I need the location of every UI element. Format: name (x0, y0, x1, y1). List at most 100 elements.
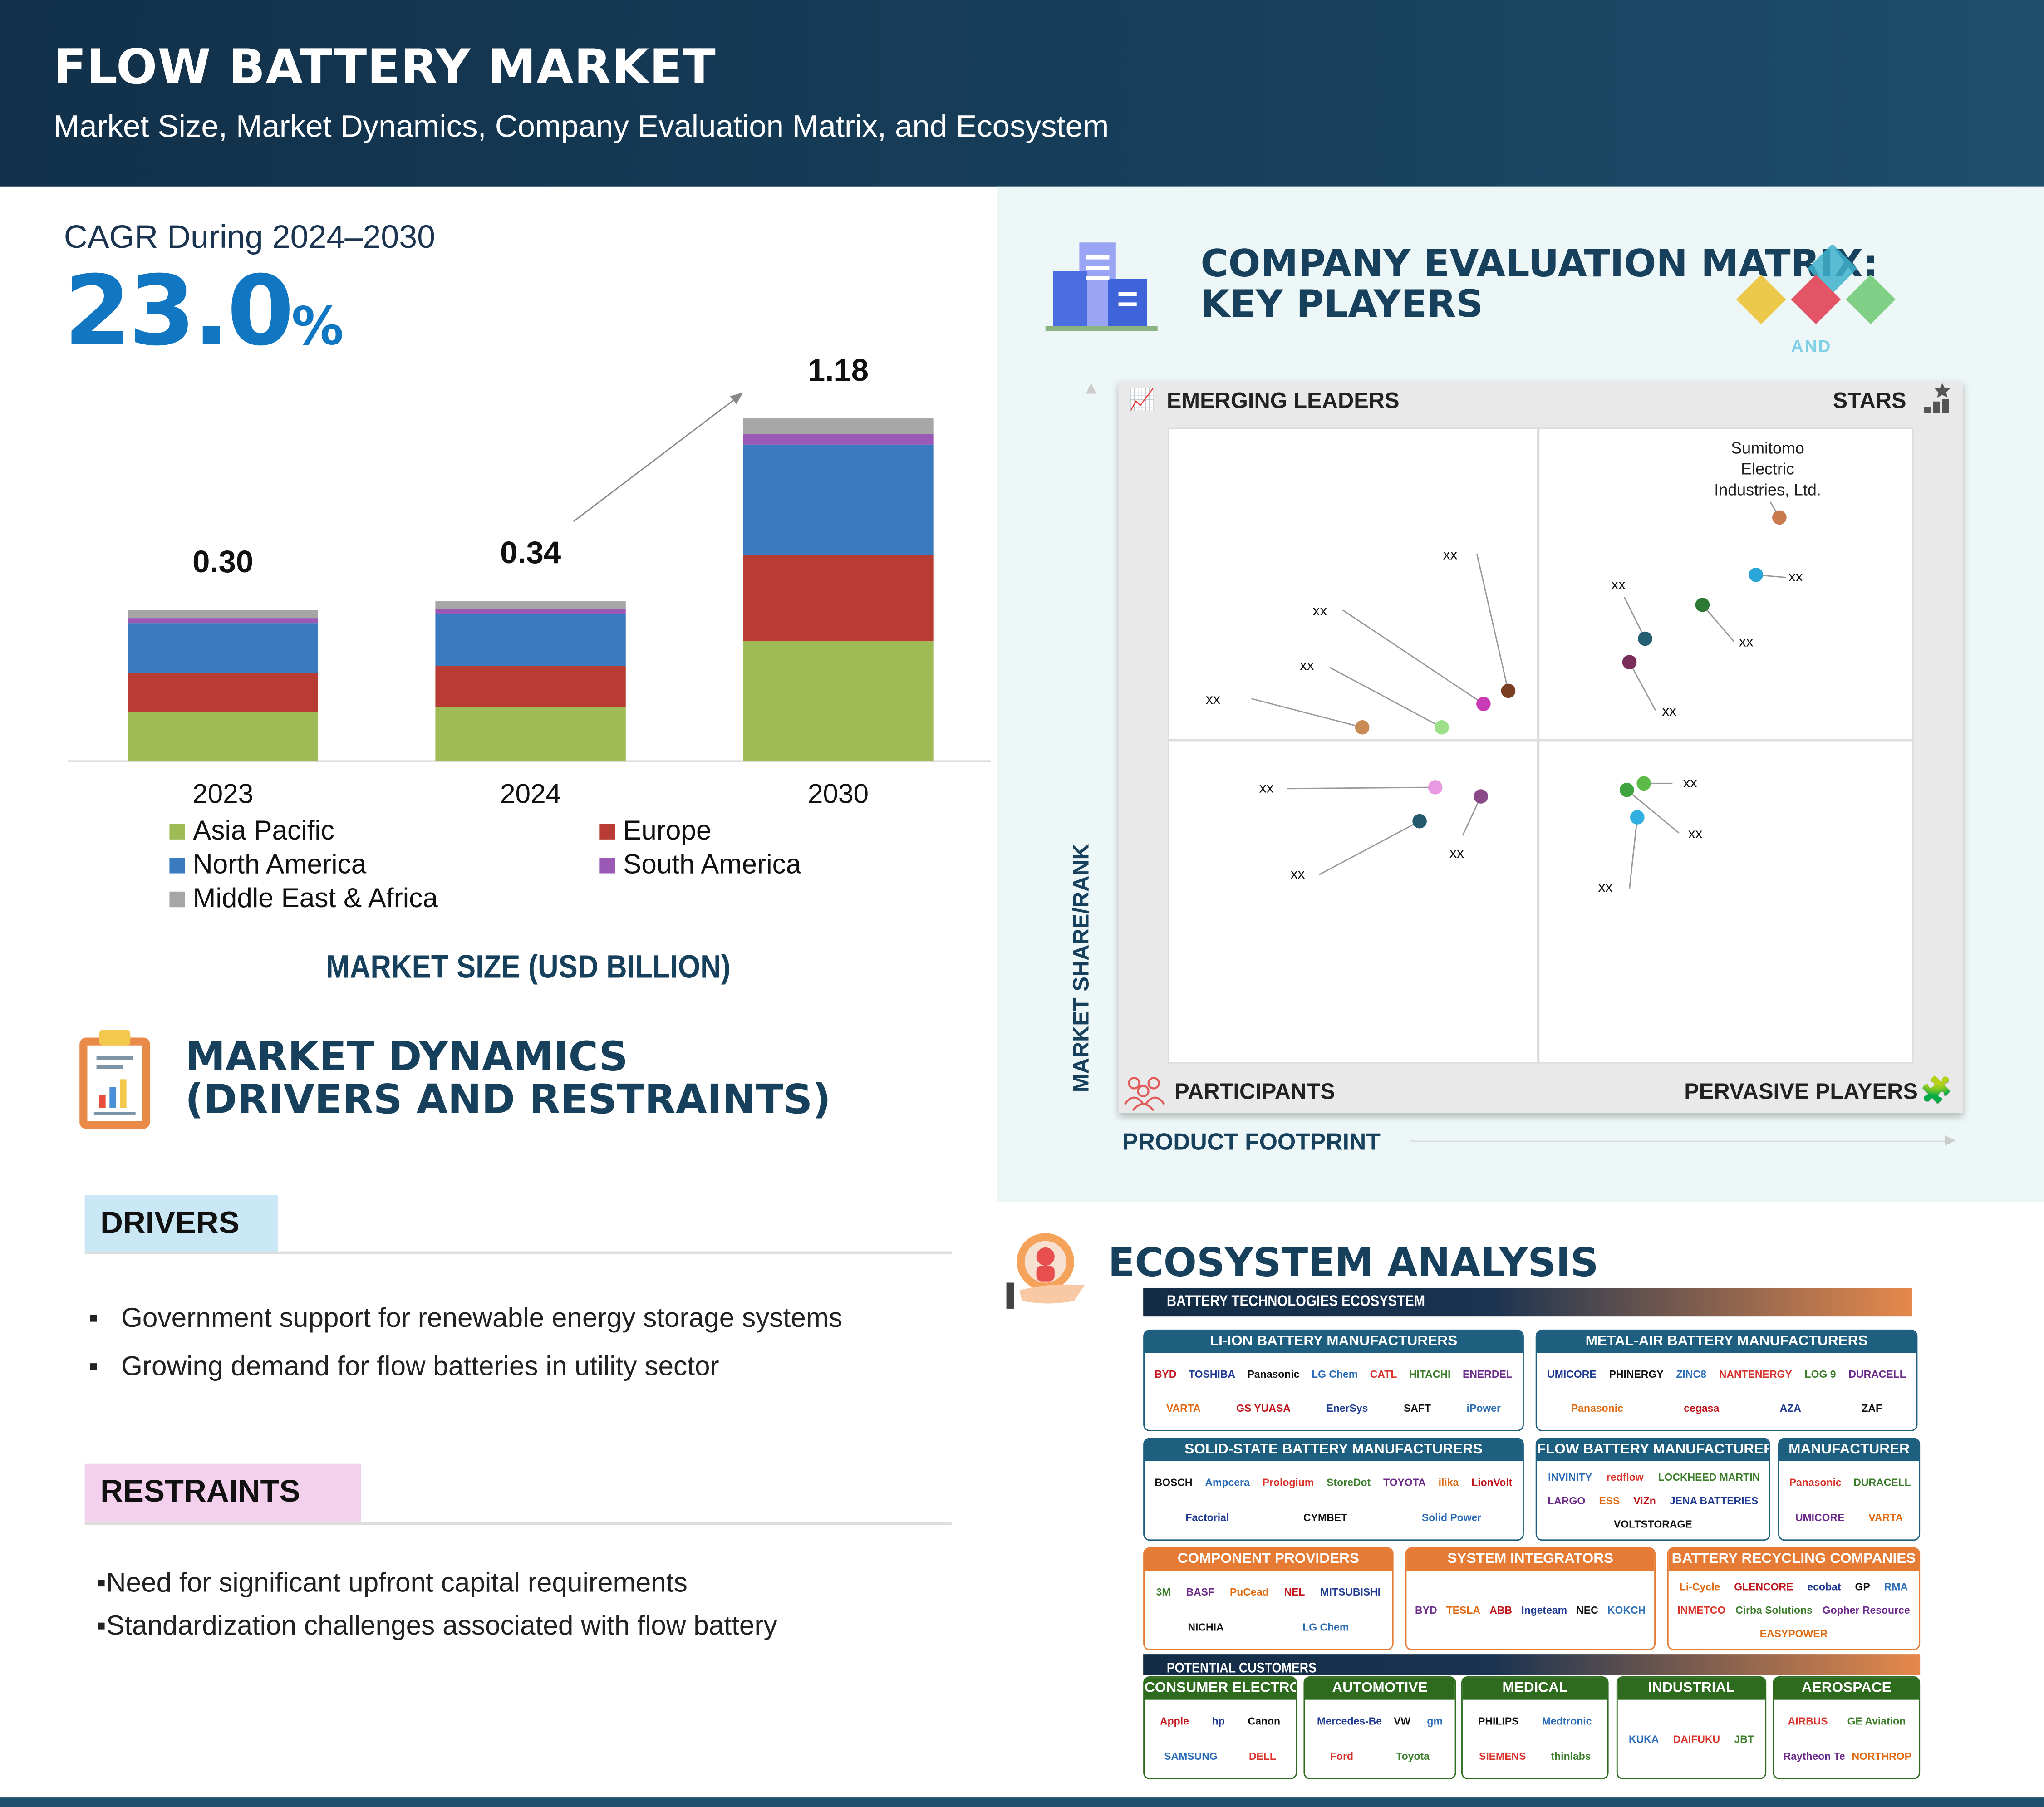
company-logo: GP (1855, 1580, 1870, 1592)
ecosystem-group-title: MEDICAL (1462, 1677, 1607, 1700)
bar-segment-europe (435, 666, 626, 707)
restraints-divider (84, 1522, 952, 1525)
growth-chart-icon: 📈 (1129, 389, 1155, 412)
company-logo: ESS (1599, 1494, 1620, 1507)
company-point-label: xx (1611, 577, 1626, 593)
ecosystem-title: ECOSYSTEM ANALYSIS (1108, 1241, 1599, 1287)
bar-segment-europe (128, 673, 318, 712)
bar-segment-middle-east-africa (128, 610, 318, 619)
person-hand-icon (1006, 1231, 1090, 1311)
x-tick-label: 2024 (500, 779, 561, 810)
legend-swatch (169, 858, 185, 874)
company-logo: Ingeteam (1521, 1604, 1567, 1616)
potential-customers-label: POTENTIAL CUSTOMERS (1166, 1660, 1317, 1676)
legend-swatch (169, 824, 185, 840)
diamond-logo-icon (1736, 245, 1896, 324)
chart-legend: Asia Pacific Europe North America South Ame… (169, 816, 991, 915)
ecosystem-group: MANUFACTURER Panasonic DURACELL UMICORE VART… (1778, 1438, 1921, 1541)
ecosystem-group: SYSTEM INTEGRATORS BYD TESLA ABB Ingeteam NEC… (1405, 1547, 1656, 1650)
company-logo: KOKCH (1607, 1604, 1646, 1616)
legend-item: South America (599, 850, 991, 881)
legend-swatch (169, 891, 185, 908)
bar-total-label: 0.34 (500, 536, 561, 572)
matrix-horizontal-divider (1168, 739, 1914, 742)
clipboard-chart-icon (76, 1027, 154, 1131)
leader-line (1623, 596, 1646, 639)
company-logo: DAIFUKU (1673, 1733, 1720, 1745)
legend-item: Middle East & Africa (169, 884, 599, 915)
company-logo: ilika (1438, 1477, 1459, 1489)
y-axis-arrow (1086, 383, 1096, 394)
bar-total-label: 1.18 (807, 353, 869, 388)
quadrant-stars: STARS (1833, 388, 1906, 413)
company-logo: LARGO (1548, 1494, 1586, 1507)
logo-grid: Apple hp Canon SAMSUNG DELL (1145, 1700, 1296, 1778)
x-axis-title: MARKET SIZE (USD BILLION) (326, 949, 731, 986)
company-logo: Li-Cycle (1679, 1580, 1720, 1592)
ecosystem-group-title: FLOW BATTERY MANUFACTURERS (1537, 1439, 1769, 1462)
x-axis-arrow (1945, 1135, 1956, 1146)
restraint-item: ▪Need for significant upfront capital re… (96, 1568, 688, 1598)
ecosystem-group-title: MANUFACTURER (1779, 1439, 1919, 1462)
company-logo: ViZn (1633, 1494, 1656, 1507)
company-logo: Panasonic (1571, 1403, 1623, 1415)
ecosystem-group-title: SOLID-STATE BATTERY MANUFACTURERS (1145, 1439, 1523, 1462)
dynamics-title-line2: (DRIVERS AND RESTRAINTS) (185, 1076, 831, 1124)
company-logo: DELL (1248, 1750, 1276, 1763)
company-logo: JENA BATTERIES (1669, 1494, 1759, 1507)
ecosystem-group-title: AUTOMOTIVE (1305, 1677, 1455, 1700)
leader-line (1329, 667, 1442, 728)
company-logo: Panasonic (1789, 1477, 1842, 1489)
company-point (1749, 567, 1763, 582)
company-point (1638, 631, 1652, 646)
bar-segment-asia-pacific (128, 712, 318, 761)
bar-segment-asia-pacific (435, 707, 626, 761)
bar-total-label: 0.30 (192, 545, 254, 580)
company-logo: Toyota (1396, 1750, 1430, 1763)
ecosystem-group: CONSUMER ELECTRONICS Apple hp Canon SAMSUNG D… (1143, 1676, 1297, 1779)
company-logo: LOG 9 (1804, 1368, 1836, 1380)
ecosystem-group: AEROSPACE AIRBUS GE Aviation Raytheon Techn… (1773, 1676, 1921, 1779)
company-logo: NORTHROP GRUMMAN (1852, 1750, 1913, 1763)
company-point (1428, 780, 1443, 795)
company-logo: Medtronic (1542, 1715, 1592, 1727)
leader-line (1626, 789, 1680, 834)
ecosystem-group-title: SYSTEM INTEGRATORS (1406, 1548, 1655, 1571)
leader-line (1251, 698, 1363, 728)
logo-grid: 3M BASF PuCead NEL MITSUBISHI NICHIA LG Chem (1145, 1571, 1392, 1649)
leader-line (1629, 817, 1638, 889)
company-point-label: xx (1683, 776, 1697, 791)
bar-segment-south-america (128, 618, 318, 624)
company-point (1636, 776, 1651, 791)
company-logo: DURACELL (1848, 1368, 1906, 1380)
company-logo: TOSHIBA (1189, 1368, 1236, 1380)
logo-grid: AIRBUS GE Aviation Raytheon Technologies NO… (1774, 1700, 1919, 1778)
legend-swatch (599, 824, 615, 840)
company-point (1695, 598, 1710, 612)
company-logo: Ampcera (1205, 1477, 1250, 1489)
dynamics-title-line1: MARKET DYNAMICS (185, 1033, 628, 1081)
logo-text: AND (1791, 336, 1832, 356)
company-logo: gm (1427, 1715, 1443, 1727)
bar-segment-south-america (435, 609, 626, 614)
logo-grid: Mercedes-Benz VW gm Ford Toyota (1305, 1700, 1454, 1778)
company-point-label: xx (1290, 867, 1305, 883)
driver-text: Government support for renewable energy … (121, 1303, 843, 1334)
company-point (1412, 814, 1427, 829)
company-logo: CATL (1370, 1368, 1397, 1380)
company-logo: Canon (1248, 1715, 1281, 1727)
drivers-list: ▪ Government support for renewable energ… (88, 1303, 842, 1383)
company-logo: VW (1394, 1715, 1411, 1727)
cagr-value: 23.0% (64, 255, 344, 368)
company-logo: Factorial (1185, 1512, 1229, 1524)
company-logo: TESLA (1446, 1604, 1481, 1616)
company-point (1355, 720, 1370, 735)
logo-grid: Li-Cycle GLENCORE ecobat GP RMA INMETCO Cirba … (1669, 1571, 1919, 1649)
company-logo: CYMBET (1303, 1512, 1348, 1524)
company-logo: PHILIPS (1478, 1715, 1519, 1727)
company-point-label: xx (1443, 547, 1458, 563)
ecosystem-group: AUTOMOTIVE Mercedes-Benz VW gm Ford Toyota (1303, 1676, 1456, 1779)
bar-segment-middle-east-africa (435, 601, 626, 609)
legend-label: Europe (623, 816, 712, 846)
